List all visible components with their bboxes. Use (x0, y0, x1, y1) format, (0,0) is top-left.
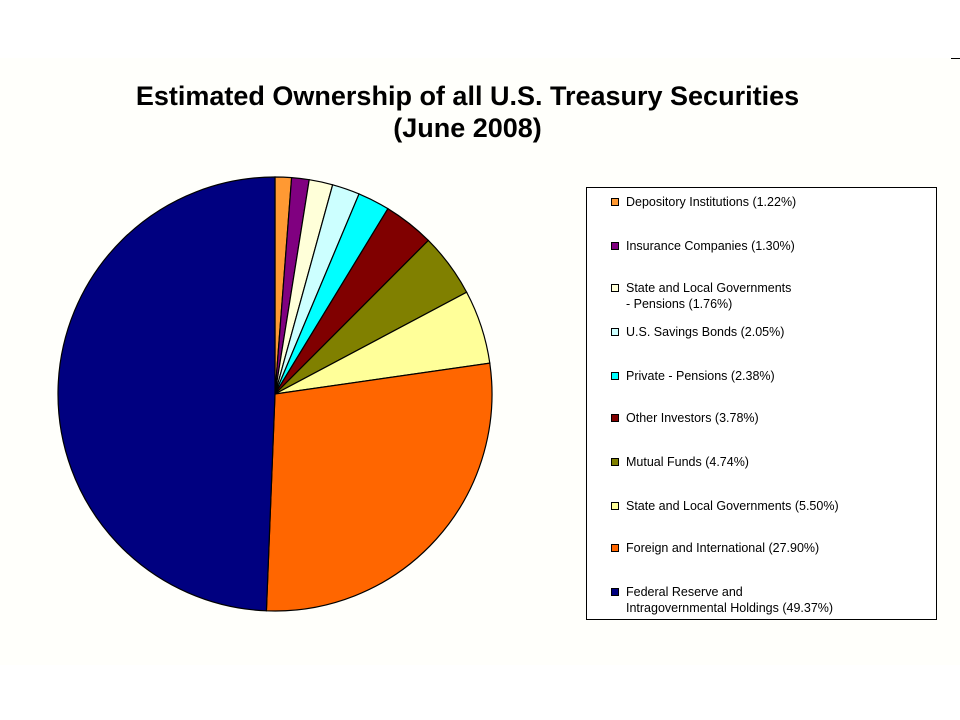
legend-swatch-7 (611, 502, 619, 510)
legend-swatch-6 (611, 458, 619, 466)
legend-label-5: Other Investors (3.78%) (626, 411, 759, 425)
legend-label-3: U.S. Savings Bonds (2.05%) (626, 325, 785, 339)
legend-label-0: Depository Institutions (1.22%) (626, 195, 797, 209)
pie-slice-9 (57, 176, 276, 612)
legend-label-4: Private - Pensions (2.38%) (626, 369, 775, 383)
legend-swatch-2 (611, 284, 619, 292)
legend-label-7: State and Local Governments (5.50%) (626, 499, 839, 513)
legend-swatch-3 (611, 328, 619, 336)
corner-mark (951, 58, 960, 59)
chart-subtitle: (June 2008) (393, 113, 542, 143)
legend-label-6: Mutual Funds (4.74%) (626, 455, 749, 469)
chart-title: Estimated Ownership of all U.S. Treasury… (135, 81, 800, 111)
legend-swatch-1 (611, 242, 619, 250)
legend-swatch-5 (611, 414, 619, 422)
legend-label-8: Foreign and International (27.90%) (626, 541, 820, 555)
legend-label-1: Insurance Companies (1.30%) (626, 239, 795, 253)
legend-swatch-4 (611, 372, 619, 380)
legend-swatch-9 (611, 588, 619, 596)
pie-slice-8 (265, 362, 493, 612)
legend-label-9: Federal Reserve and Intragovernmental Ho… (626, 585, 834, 615)
legend-label-2: State and Local Governments - Pensions (… (626, 281, 792, 311)
legend-swatch-8 (611, 544, 619, 552)
legend: Depository Institutions (1.22%) Insurance… (586, 187, 937, 620)
chart-title-block: Estimated Ownership of all U.S. Treasury… (0, 80, 935, 144)
legend-swatch-0 (611, 198, 619, 206)
